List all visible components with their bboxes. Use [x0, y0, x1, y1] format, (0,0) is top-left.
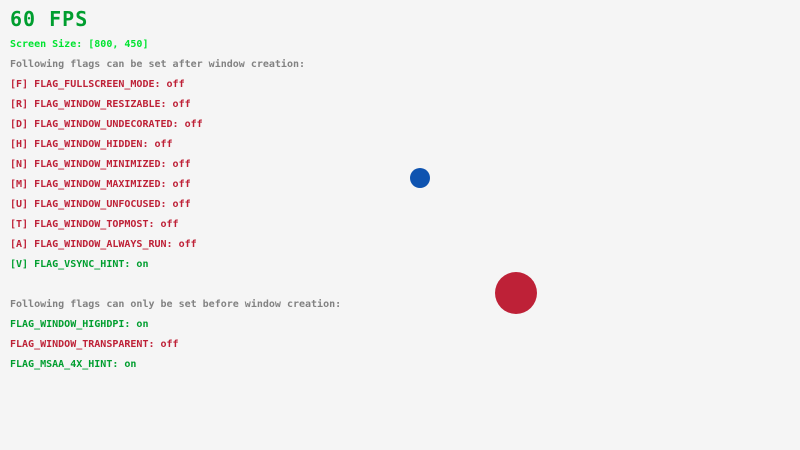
before-creation-header: Following flags can only be set before w…: [10, 299, 342, 310]
flag-row: [T] FLAG_WINDOW_TOPMOST: off: [10, 219, 179, 230]
flag-row: [V] FLAG_VSYNC_HINT: on: [10, 259, 149, 270]
fps-counter: 60 FPS: [10, 7, 89, 31]
flag-row: [U] FLAG_WINDOW_UNFOCUSED: off: [10, 199, 191, 210]
flag-row: [D] FLAG_WINDOW_UNDECORATED: off: [10, 119, 203, 130]
flag-row: [H] FLAG_WINDOW_HIDDEN: off: [10, 139, 173, 150]
flag-row: FLAG_WINDOW_TRANSPARENT: off: [10, 339, 179, 350]
screen-size-label: Screen Size: [800, 450]: [10, 39, 149, 50]
flag-row: [R] FLAG_WINDOW_RESIZABLE: off: [10, 99, 191, 110]
flag-row: FLAG_WINDOW_HIGHDPI: on: [10, 319, 149, 330]
flag-row: [N] FLAG_WINDOW_MINIMIZED: off: [10, 159, 191, 170]
flag-row: [M] FLAG_WINDOW_MAXIMIZED: off: [10, 179, 191, 190]
red-ball: [495, 272, 537, 314]
after-creation-header: Following flags can be set after window …: [10, 59, 306, 70]
flag-row: [A] FLAG_WINDOW_ALWAYS_RUN: off: [10, 239, 197, 250]
flag-row: [F] FLAG_FULLSCREEN_MODE: off: [10, 79, 185, 90]
blue-ball: [410, 168, 430, 188]
flag-row: FLAG_MSAA_4X_HINT: on: [10, 359, 137, 370]
